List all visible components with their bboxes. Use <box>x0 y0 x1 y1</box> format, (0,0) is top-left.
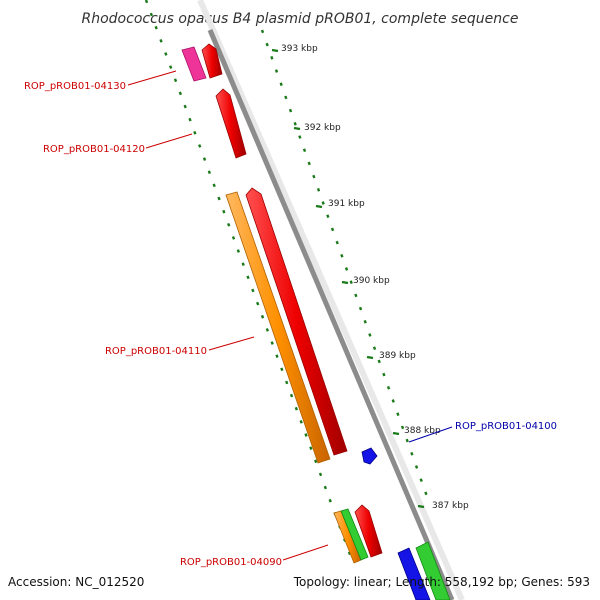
gene-label-04130: ROP_pROB01-04130 <box>24 81 126 92</box>
gene-feature-04110 <box>245 187 348 456</box>
gene-feature-04090 <box>354 504 383 558</box>
gene-feature-blue-bottom <box>397 547 431 600</box>
gene-feature-green-short <box>340 508 369 561</box>
scale-label: 387 kbp <box>432 501 469 511</box>
leader-lines <box>127 70 453 561</box>
scale-labels: 393 kbp 392 kbp 391 kbp 390 kbp 389 kbp … <box>281 44 469 511</box>
gene-feature-04130 <box>201 43 223 79</box>
map-title: Rhodococcus opacus B4 plasmid pROB01, co… <box>82 11 519 27</box>
scale-label: 389 kbp <box>379 351 416 361</box>
inner-tick-track <box>144 0 354 561</box>
scale-label: 388 kbp <box>404 426 441 436</box>
gene-label-04090: ROP_pROB01-04090 <box>180 557 282 568</box>
gene-label-04110: ROP_pROB01-04110 <box>105 346 207 357</box>
gene-feature-orange-long <box>225 191 331 464</box>
accession-text: Accession: NC_012520 <box>8 575 144 589</box>
scale-label: 392 kbp <box>304 123 341 133</box>
tick-tracks <box>144 0 432 561</box>
gene-feature-green-bottom <box>415 541 451 600</box>
scale-label: 390 kbp <box>353 276 390 286</box>
gene-feature-04100 <box>361 447 378 465</box>
scale-label: 391 kbp <box>328 199 365 209</box>
gene-features <box>181 43 451 600</box>
summary-text: Topology: linear; Length: 558,192 bp; Ge… <box>293 575 590 589</box>
gene-label-04100: ROP_pROB01-04100 <box>455 421 557 432</box>
gene-feature-magenta <box>181 46 207 82</box>
scale-label: 393 kbp <box>281 44 318 54</box>
gene-label-04120: ROP_pROB01-04120 <box>43 144 145 155</box>
backbone <box>197 0 465 600</box>
gene-labels: ROP_pROB01-04130 ROP_pROB01-04120 ROP_pR… <box>24 81 557 568</box>
major-ticks <box>271 48 425 509</box>
gene-feature-04120 <box>215 88 247 159</box>
